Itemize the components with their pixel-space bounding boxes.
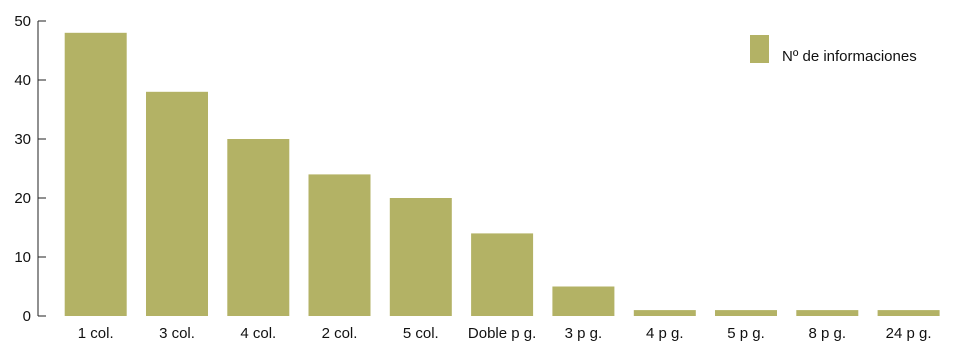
y-tick-label: 20 xyxy=(14,190,31,207)
x-tick-label: 5 p g. xyxy=(727,325,765,342)
bar xyxy=(227,139,290,316)
y-tick-label: 50 xyxy=(14,13,31,30)
legend: Nº de informaciones xyxy=(750,35,917,65)
y-tick-label: 30 xyxy=(14,131,31,148)
bar xyxy=(877,310,940,316)
bar xyxy=(552,286,615,316)
bars xyxy=(64,32,940,317)
x-tick-label: 4 p g. xyxy=(646,325,684,342)
x-tick-label: 8 p g. xyxy=(809,325,847,342)
x-tick-label: Doble p g. xyxy=(468,325,536,342)
x-tick-label: 3 p g. xyxy=(565,325,603,342)
bar xyxy=(308,174,371,316)
bar xyxy=(389,198,452,316)
y-tick-label: 0 xyxy=(23,308,31,325)
x-tick-label: 3 col. xyxy=(159,325,195,342)
x-axis-labels: 1 col. 3 col. 4 col. 2 col. 5 col. Doble p g.… xyxy=(78,325,932,342)
x-tick-label: 1 col. xyxy=(78,325,114,342)
y-tick-label: 10 xyxy=(14,249,31,266)
legend-swatch xyxy=(750,35,769,63)
bar xyxy=(715,310,777,316)
y-axis: 0 10 20 30 40 50 xyxy=(14,13,46,325)
legend-label: Nº de informaciones xyxy=(782,48,917,65)
bar xyxy=(64,32,127,317)
x-tick-label: 24 p g. xyxy=(886,325,932,342)
x-tick-label: 2 col. xyxy=(322,325,358,342)
bar xyxy=(796,310,859,316)
bar xyxy=(471,233,534,316)
x-tick-label: 5 col. xyxy=(403,325,439,342)
x-tick-label: 4 col. xyxy=(240,325,276,342)
y-tick-label: 40 xyxy=(14,72,31,89)
bar xyxy=(633,310,696,316)
bar xyxy=(146,91,208,316)
